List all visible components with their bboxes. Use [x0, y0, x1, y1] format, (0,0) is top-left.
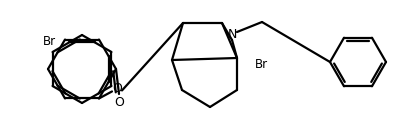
- Text: N: N: [227, 29, 237, 42]
- Text: O: O: [114, 95, 124, 108]
- Text: O: O: [112, 82, 122, 95]
- Text: Br: Br: [255, 59, 268, 71]
- Text: Br: Br: [42, 35, 56, 48]
